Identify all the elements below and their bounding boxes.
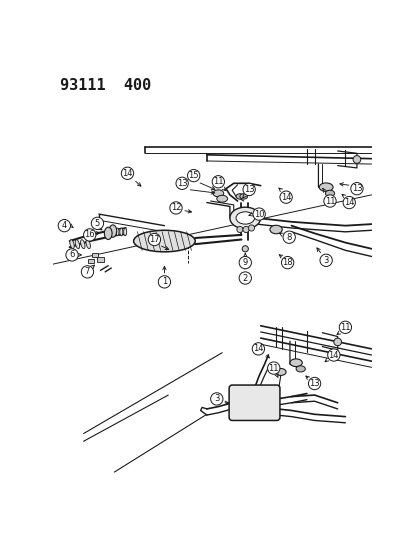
Text: 14: 14 [252, 344, 263, 353]
Circle shape [148, 233, 160, 246]
Text: 2: 2 [242, 273, 247, 282]
Circle shape [239, 256, 251, 269]
Circle shape [239, 272, 251, 284]
Circle shape [121, 167, 133, 180]
Ellipse shape [269, 225, 282, 234]
Ellipse shape [116, 228, 119, 236]
Ellipse shape [289, 359, 301, 367]
Text: 18: 18 [282, 258, 292, 267]
Text: 11: 11 [268, 364, 278, 373]
Text: 5: 5 [95, 219, 100, 228]
Circle shape [333, 338, 341, 346]
Text: 17: 17 [149, 235, 159, 244]
Text: 14: 14 [343, 198, 354, 207]
Circle shape [350, 182, 362, 195]
Ellipse shape [123, 228, 126, 236]
Circle shape [242, 183, 255, 196]
Text: 4: 4 [62, 221, 67, 230]
FancyBboxPatch shape [228, 385, 279, 421]
Circle shape [281, 256, 293, 269]
Circle shape [210, 393, 223, 405]
Ellipse shape [86, 240, 90, 248]
Ellipse shape [70, 240, 74, 248]
Ellipse shape [212, 190, 223, 197]
Ellipse shape [239, 193, 247, 199]
Ellipse shape [325, 190, 334, 196]
Ellipse shape [75, 240, 79, 248]
Ellipse shape [295, 366, 305, 372]
Circle shape [58, 220, 70, 232]
Text: 6: 6 [69, 251, 74, 260]
Ellipse shape [109, 225, 116, 237]
Text: 14: 14 [328, 351, 338, 360]
Circle shape [91, 217, 103, 230]
Text: 10: 10 [253, 209, 264, 219]
Ellipse shape [216, 195, 227, 202]
Circle shape [279, 191, 292, 203]
Text: 12: 12 [170, 204, 181, 213]
Circle shape [308, 377, 320, 390]
Ellipse shape [133, 230, 195, 252]
Circle shape [267, 362, 279, 374]
Circle shape [211, 175, 224, 188]
Text: 15: 15 [188, 171, 199, 180]
Bar [97, 257, 103, 262]
Circle shape [342, 196, 354, 209]
Circle shape [236, 227, 242, 232]
Circle shape [242, 227, 249, 232]
Ellipse shape [229, 207, 260, 229]
Text: 13: 13 [243, 185, 254, 194]
Text: 14: 14 [280, 192, 291, 201]
Bar [92, 253, 98, 257]
Circle shape [242, 246, 248, 252]
Text: 14: 14 [122, 169, 133, 178]
Text: 1: 1 [161, 277, 167, 286]
Ellipse shape [275, 368, 285, 375]
Circle shape [187, 169, 199, 182]
Circle shape [252, 343, 264, 355]
Text: 93111  400: 93111 400 [60, 78, 152, 93]
Circle shape [352, 156, 360, 163]
Circle shape [338, 321, 351, 334]
Text: 16: 16 [84, 230, 95, 239]
Text: 9: 9 [242, 258, 247, 267]
Ellipse shape [81, 240, 85, 248]
Circle shape [176, 177, 188, 189]
Text: 11: 11 [339, 323, 350, 332]
Ellipse shape [235, 212, 254, 224]
Text: 3: 3 [323, 256, 328, 265]
Text: 11: 11 [213, 177, 223, 186]
Ellipse shape [318, 183, 332, 191]
Ellipse shape [235, 193, 243, 199]
Circle shape [327, 349, 339, 361]
Text: 13: 13 [351, 184, 361, 193]
Circle shape [323, 195, 335, 207]
Text: 3: 3 [214, 394, 219, 403]
Bar [88, 259, 94, 263]
Circle shape [169, 202, 182, 214]
Ellipse shape [104, 227, 112, 239]
Text: 8: 8 [286, 233, 291, 241]
Text: 7: 7 [85, 268, 90, 276]
Circle shape [319, 254, 332, 266]
Circle shape [83, 229, 96, 241]
Ellipse shape [119, 228, 123, 236]
Text: 11: 11 [324, 197, 335, 206]
Circle shape [282, 231, 294, 244]
Circle shape [66, 249, 78, 261]
Circle shape [158, 276, 170, 288]
Text: 13: 13 [176, 179, 187, 188]
Circle shape [81, 265, 93, 278]
Circle shape [252, 208, 265, 220]
Text: 13: 13 [309, 379, 319, 388]
Circle shape [248, 225, 254, 231]
